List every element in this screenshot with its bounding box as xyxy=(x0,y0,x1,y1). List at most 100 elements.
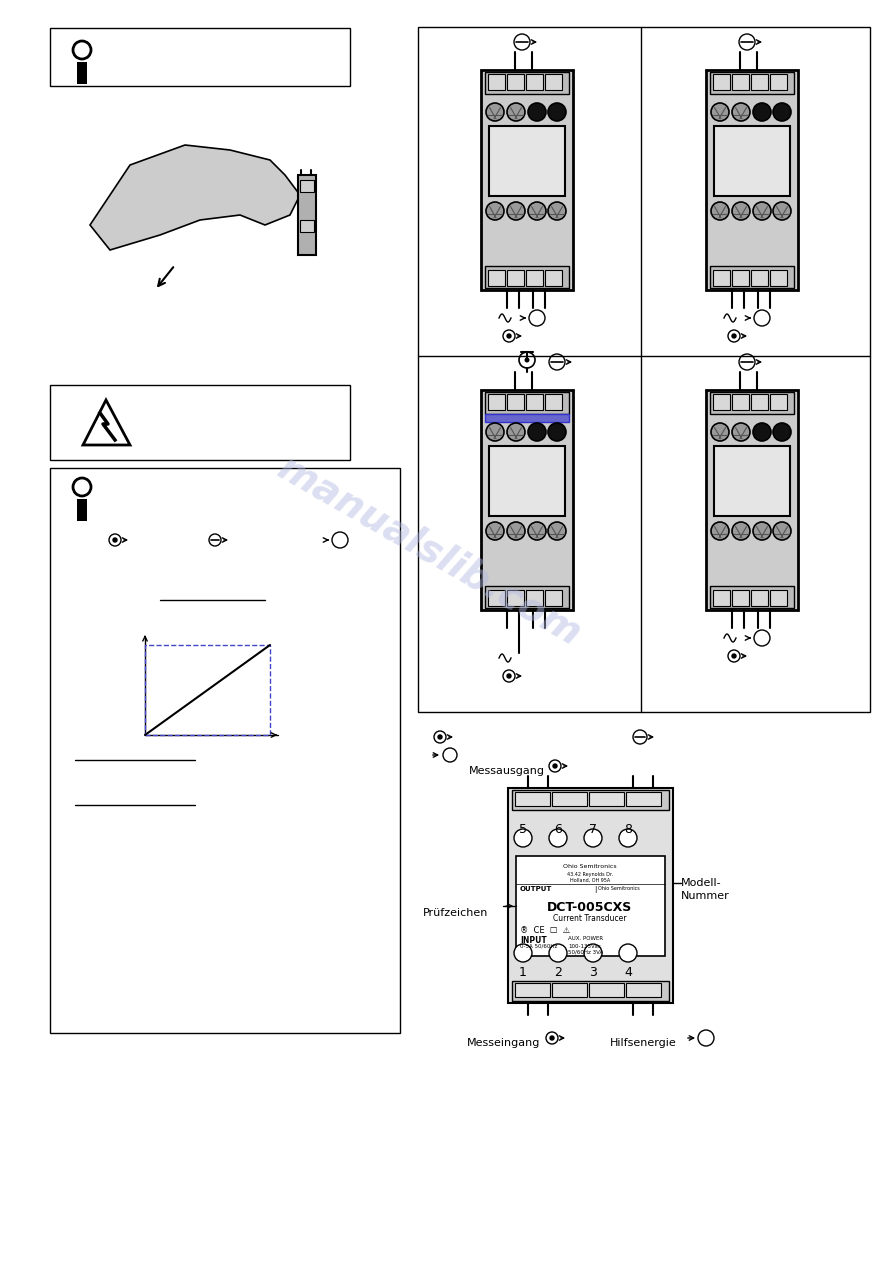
Bar xyxy=(526,75,543,90)
Circle shape xyxy=(732,202,750,220)
Circle shape xyxy=(486,104,504,121)
Circle shape xyxy=(619,829,637,847)
Bar xyxy=(526,394,543,410)
Circle shape xyxy=(732,423,750,441)
Bar xyxy=(770,590,787,606)
Text: manualslib.com: manualslib.com xyxy=(271,448,588,654)
Circle shape xyxy=(711,104,729,121)
Bar xyxy=(770,75,787,90)
Text: 8: 8 xyxy=(624,823,632,836)
Bar xyxy=(515,983,550,997)
Bar xyxy=(488,270,505,285)
Bar xyxy=(488,394,505,410)
Circle shape xyxy=(732,654,736,658)
Circle shape xyxy=(528,202,546,220)
Text: 7: 7 xyxy=(589,823,597,836)
Circle shape xyxy=(548,202,566,220)
Bar xyxy=(488,590,505,606)
Bar xyxy=(714,446,790,517)
Circle shape xyxy=(486,423,504,441)
Circle shape xyxy=(548,522,566,541)
Bar xyxy=(751,394,768,410)
Bar xyxy=(512,789,669,810)
Bar xyxy=(713,75,730,90)
Circle shape xyxy=(507,104,525,121)
Circle shape xyxy=(753,522,771,541)
Bar xyxy=(552,983,587,997)
Bar xyxy=(526,270,543,285)
Text: 2: 2 xyxy=(554,966,562,979)
Text: Prüfzeichen: Prüfzeichen xyxy=(423,908,488,918)
Bar xyxy=(50,469,400,1033)
Text: |: | xyxy=(594,887,597,893)
Bar xyxy=(485,266,569,288)
Circle shape xyxy=(113,538,117,542)
Circle shape xyxy=(753,202,771,220)
Bar xyxy=(515,792,550,806)
Circle shape xyxy=(438,735,442,739)
Bar xyxy=(770,394,787,410)
Bar xyxy=(516,856,665,956)
Circle shape xyxy=(528,104,546,121)
Text: Ohio Semitronics: Ohio Semitronics xyxy=(563,864,617,869)
Bar xyxy=(710,392,794,414)
Text: 0-5A 50/60Hz: 0-5A 50/60Hz xyxy=(520,943,557,949)
Circle shape xyxy=(549,943,567,962)
Circle shape xyxy=(711,423,729,441)
Bar xyxy=(710,586,794,608)
Circle shape xyxy=(711,202,729,220)
Circle shape xyxy=(753,104,771,121)
Text: Current Transducer: Current Transducer xyxy=(554,914,627,923)
Text: 3: 3 xyxy=(589,966,597,979)
Circle shape xyxy=(732,522,750,541)
Bar xyxy=(545,270,562,285)
Circle shape xyxy=(773,202,791,220)
Circle shape xyxy=(507,202,525,220)
Circle shape xyxy=(486,202,504,220)
Bar xyxy=(507,270,524,285)
Circle shape xyxy=(553,764,557,768)
Bar xyxy=(145,645,270,735)
Circle shape xyxy=(528,423,546,441)
Bar xyxy=(481,390,573,610)
Text: Ohio Semitronics: Ohio Semitronics xyxy=(598,887,639,890)
Bar xyxy=(50,28,350,86)
Bar xyxy=(77,499,87,522)
Bar xyxy=(526,590,543,606)
Bar xyxy=(710,266,794,288)
Text: DCT-005CXS: DCT-005CXS xyxy=(547,901,632,914)
Bar xyxy=(713,394,730,410)
Circle shape xyxy=(528,522,546,541)
Circle shape xyxy=(507,522,525,541)
Bar xyxy=(418,27,870,712)
Bar xyxy=(714,126,790,196)
Bar xyxy=(751,75,768,90)
Bar xyxy=(713,590,730,606)
Circle shape xyxy=(524,357,530,362)
Circle shape xyxy=(584,829,602,847)
Text: 4: 4 xyxy=(624,966,632,979)
Circle shape xyxy=(486,522,504,541)
Bar xyxy=(300,181,314,192)
Bar xyxy=(770,270,787,285)
Polygon shape xyxy=(90,145,300,250)
Text: 6: 6 xyxy=(554,823,562,836)
Bar xyxy=(485,392,569,414)
Text: Messausgang: Messausgang xyxy=(469,765,545,775)
Bar xyxy=(298,176,316,255)
Bar xyxy=(710,72,794,93)
Circle shape xyxy=(773,423,791,441)
Bar xyxy=(507,75,524,90)
Bar xyxy=(512,981,669,1002)
Bar xyxy=(713,270,730,285)
Bar xyxy=(626,983,661,997)
Text: 5: 5 xyxy=(519,823,527,836)
Bar xyxy=(485,414,569,422)
Bar xyxy=(589,792,624,806)
Circle shape xyxy=(514,943,532,962)
Bar xyxy=(485,72,569,93)
Bar xyxy=(751,270,768,285)
Bar xyxy=(507,394,524,410)
Bar xyxy=(552,792,587,806)
Text: Hilfsenergie: Hilfsenergie xyxy=(610,1038,677,1048)
